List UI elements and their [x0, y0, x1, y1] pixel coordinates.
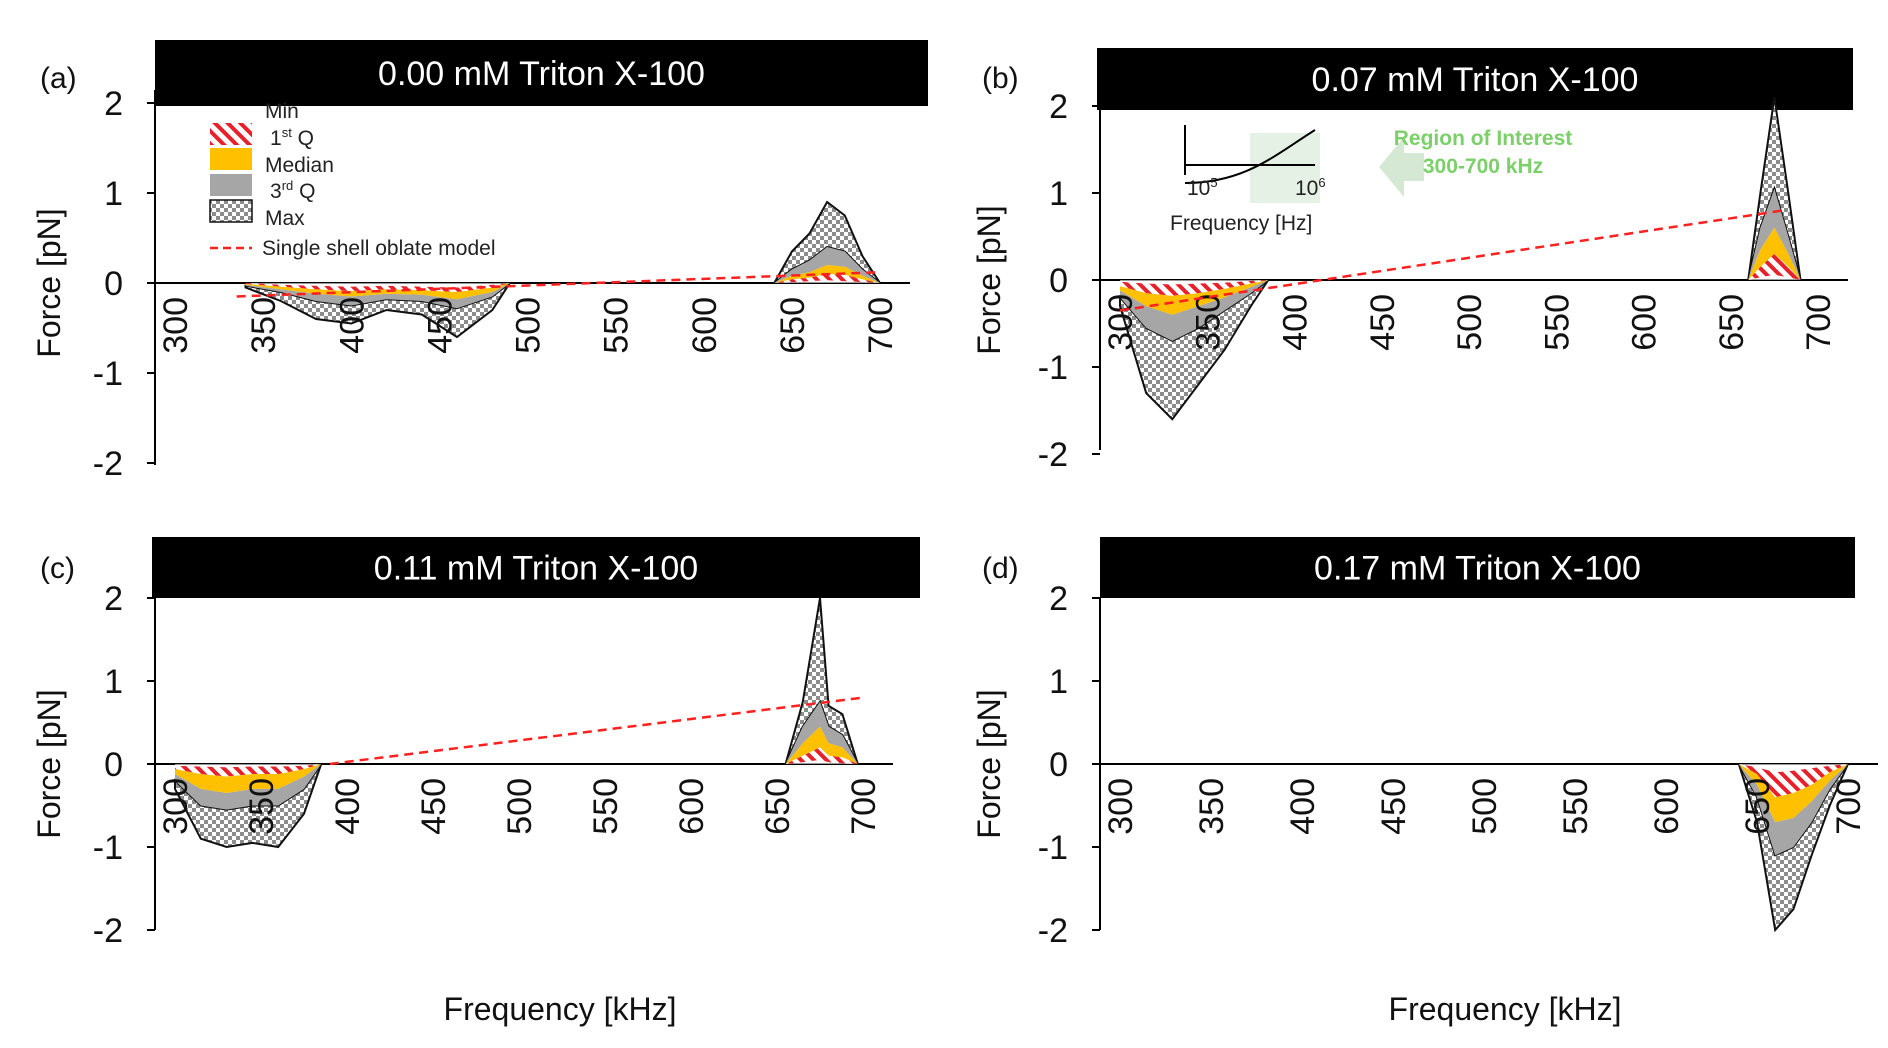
y-tick-label: -2: [1038, 912, 1068, 950]
y-tick-label: -2: [1038, 436, 1068, 474]
y-tick-label: -1: [93, 829, 123, 867]
inset-tick-low: 105: [1187, 175, 1218, 200]
inset-tick-high: 106: [1295, 175, 1326, 200]
legend-q1-label: 1st Q: [270, 125, 314, 150]
y-axis-title: Force [pN]: [971, 205, 1007, 354]
x-tick-label: 650: [774, 297, 812, 354]
legend-model-label: Single shell oblate model: [262, 237, 495, 260]
x-tick-label: 350: [243, 778, 281, 835]
y-axis-title: Force [pN]: [31, 208, 67, 357]
x-tick-label: 600: [1648, 778, 1686, 835]
panel-label: (d): [982, 552, 1019, 585]
x-tick-label: 300: [157, 297, 195, 354]
x-tick-label: 450: [1375, 778, 1413, 835]
legend-swatch-q1: [210, 123, 252, 145]
x-tick-label: 500: [1451, 294, 1489, 351]
x-tick-label: 500: [510, 297, 548, 354]
y-tick-label: 2: [104, 85, 123, 123]
data-region-2: [774, 202, 880, 283]
y-tick-label: 0: [104, 265, 123, 303]
model-line: [330, 698, 863, 764]
y-tick-label: 2: [1049, 580, 1068, 618]
x-tick-label: 550: [1538, 294, 1576, 351]
x-tick-label: 400: [1277, 294, 1315, 351]
chart-panel-1: 0.00 mM Triton X-100 (a) 2 1 0 -1 -2 Force [pN]…: [31, 40, 928, 483]
x-tick-label: 700: [862, 297, 900, 354]
y-tick-label: 0: [104, 746, 123, 784]
y-tick-label: 2: [104, 580, 123, 618]
y-tick-label: -2: [93, 445, 123, 483]
figure: 0.00 mM Triton X-100 (a) 2 1 0 -1 -2 Force [pN]…: [0, 0, 1888, 1048]
legend-min-label: Min: [265, 100, 299, 123]
y-tick-label: -1: [93, 355, 123, 393]
chart-panel-3: 0.11 mM Triton X-100 (c) 2 1 0 -1 -2 Force [pN]…: [31, 537, 920, 950]
x-tick-label: 350: [245, 297, 283, 354]
x-tick-label: 700: [1830, 778, 1868, 835]
panel-label: (a): [40, 62, 77, 95]
x-tick-label: 700: [1800, 294, 1838, 351]
y-tick-label: 1: [1049, 175, 1068, 213]
y-axis-title: Force [pN]: [31, 689, 67, 838]
x-tick-label: 350: [1193, 778, 1231, 835]
panel-title: 0.00 mM Triton X-100: [378, 55, 705, 93]
roi-label-line1: Region of Interest: [1394, 127, 1573, 150]
data-region-2: [1748, 97, 1800, 280]
legend: Min1st Q Median3rd Q Max Single shell oblat…: [210, 100, 495, 260]
data-region-2: [786, 598, 858, 764]
panel-title: 0.17 mM Triton X-100: [1314, 550, 1641, 588]
y-tick-label: -1: [1038, 349, 1068, 387]
x-tick-label: 700: [845, 778, 883, 835]
x-tick-label: 400: [329, 778, 367, 835]
inset-x-label: Frequency [Hz]: [1170, 212, 1312, 235]
x-tick-label: 650: [1713, 294, 1751, 351]
chart-panel-2: 0.07 mM Triton X-100 (b) 2 1 0 -1 -2 Force [pN]…: [971, 48, 1853, 474]
roi-label-line2: 300-700 kHz: [1423, 155, 1543, 178]
x-axis-title-right: Frequency [kHz]: [1389, 991, 1622, 1027]
x-tick-label: 550: [587, 778, 625, 835]
legend-median-label: Median: [265, 154, 334, 177]
legend-swatch-max: [210, 200, 252, 222]
x-tick-label: 600: [673, 778, 711, 835]
y-axis-title: Force [pN]: [971, 689, 1007, 838]
y-tick-label: 2: [1049, 88, 1068, 126]
legend-max-label: Max: [265, 207, 305, 230]
panel-label: (b): [982, 62, 1019, 95]
x-tick-label: 300: [1102, 778, 1140, 835]
x-tick-label: 400: [333, 297, 371, 354]
y-tick-label: 1: [104, 663, 123, 701]
panel-title: 0.11 mM Triton X-100: [374, 550, 698, 588]
y-tick-label: 0: [1049, 746, 1068, 784]
x-tick-label: 650: [759, 778, 797, 835]
x-tick-label: 500: [1466, 778, 1504, 835]
x-tick-label: 600: [1626, 294, 1664, 351]
legend-swatch-median: [210, 148, 252, 170]
y-tick-label: 1: [104, 175, 123, 213]
chart-panel-4: 0.17 mM Triton X-100 (d) 2 1 0 -1 -2 Force [pN]…: [971, 537, 1878, 950]
x-tick-label: 450: [1364, 294, 1402, 351]
x-tick-label: 550: [1557, 778, 1595, 835]
x-tick-label: 300: [157, 778, 195, 835]
x-tick-label: 300: [1102, 294, 1140, 351]
y-tick-label: 1: [1049, 663, 1068, 701]
legend-q3-label: 3rd Q: [270, 178, 315, 203]
y-tick-label: -1: [1038, 829, 1068, 867]
x-tick-label: 450: [415, 778, 453, 835]
x-tick-label: 400: [1284, 778, 1322, 835]
x-tick-label: 500: [501, 778, 539, 835]
x-tick-label: 600: [686, 297, 724, 354]
y-tick-label: 0: [1049, 262, 1068, 300]
panel-title: 0.07 mM Triton X-100: [1312, 61, 1639, 99]
legend-swatch-q3: [210, 174, 252, 196]
y-tick-label: -2: [93, 912, 123, 950]
panel-label: (c): [40, 552, 75, 585]
inset-schematic: 105 106 Frequency [Hz] Region of Interest 30…: [1170, 125, 1572, 235]
x-tick-label: 350: [1189, 294, 1227, 351]
x-tick-label: 550: [598, 297, 636, 354]
x-axis-title-left: Frequency [kHz]: [444, 991, 677, 1027]
x-tick-label: 650: [1739, 778, 1777, 835]
x-tick-label: 450: [421, 297, 459, 354]
